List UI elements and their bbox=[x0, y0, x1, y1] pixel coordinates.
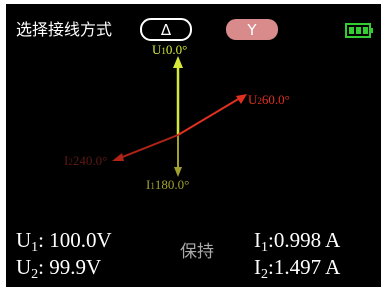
wye-button-label[interactable]: Y bbox=[246, 21, 257, 39]
delta-button-label[interactable]: Δ bbox=[161, 21, 172, 39]
device-screen: 选择接线方式 Δ Y U10.0° U260.0° I1180.0° I2240… bbox=[0, 0, 387, 291]
hold-status: 保持 bbox=[180, 242, 214, 262]
text-part: 180.0° bbox=[155, 177, 189, 192]
u2-label: U260.0° bbox=[248, 92, 290, 107]
text-part: 1 bbox=[261, 240, 268, 255]
text-part: : 100.0V bbox=[38, 228, 112, 252]
text-part: I bbox=[254, 228, 261, 252]
text-part: 240.0° bbox=[73, 153, 107, 168]
text-part: I bbox=[254, 255, 261, 279]
text-part: 0.0° bbox=[166, 42, 187, 57]
text-part: 2 bbox=[31, 267, 38, 282]
text-part: U bbox=[16, 228, 31, 252]
u2-readout: U2: 99.9V bbox=[16, 255, 101, 282]
header-title: 选择接线方式 bbox=[16, 20, 112, 39]
i2-readout: I2:1.497 A bbox=[254, 255, 341, 282]
u1-label: U10.0° bbox=[152, 42, 187, 57]
text-part: 2 bbox=[261, 267, 268, 282]
text-part: 1 bbox=[31, 240, 38, 255]
text-part: : 99.9V bbox=[38, 255, 101, 279]
text-part: U bbox=[16, 255, 31, 279]
i1-readout: I1:0.998 A bbox=[254, 228, 341, 255]
text-part: :1.497 A bbox=[268, 255, 341, 279]
text-part: :0.998 A bbox=[268, 228, 341, 252]
text-part: 60.0° bbox=[262, 92, 290, 107]
u1-readout: U1: 100.0V bbox=[16, 228, 112, 255]
